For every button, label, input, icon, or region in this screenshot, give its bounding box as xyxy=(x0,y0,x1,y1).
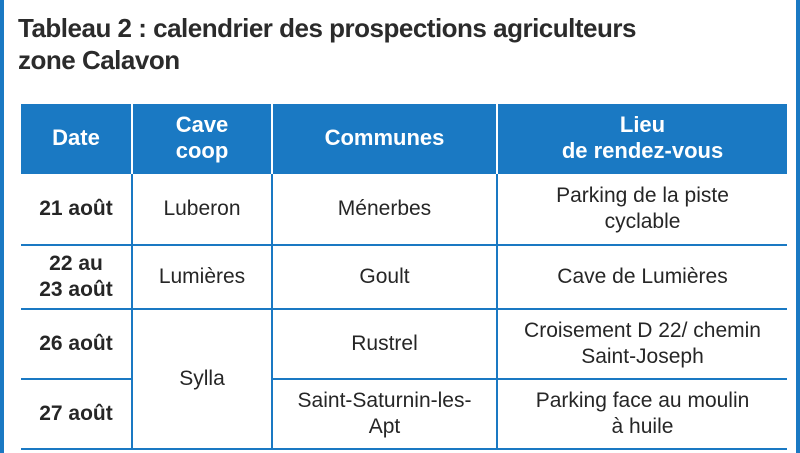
lieu-text-line-2: cyclable xyxy=(604,210,681,233)
column-header-date: Date xyxy=(21,104,133,173)
date-text: 27 août xyxy=(39,402,113,425)
column-header-cave-line-2: coop xyxy=(175,138,229,163)
column-header-cave-coop: Cave coop xyxy=(132,104,273,173)
cave-text: Lumières xyxy=(158,265,246,288)
column-header-lieu-line-2: de rendez-vous xyxy=(561,138,724,163)
date-cell: 22 au 23 août xyxy=(21,244,133,310)
table-row: 21 août Luberon Ménerbes Parking de la p… xyxy=(21,172,787,246)
commune-text-line-2: Apt xyxy=(368,415,401,438)
column-header-lieu: Lieu de rendez-vous xyxy=(497,104,787,173)
cave-cell-merged: Sylla xyxy=(131,308,273,450)
table-header-row: Date Cave coop Communes Lieu de rendez-v… xyxy=(21,104,787,173)
cave-cell: Lumières xyxy=(131,244,273,310)
schedule-table: Date Cave coop Communes Lieu de rendez-v… xyxy=(21,104,787,450)
commune-cell: Saint-Saturnin-les- Apt xyxy=(271,378,498,450)
lieu-text-line-1: Croisement D 22/ chemin xyxy=(524,319,761,342)
date-cell: 21 août xyxy=(21,172,133,246)
column-header-lieu-line-1: Lieu xyxy=(619,112,666,137)
commune-text: Goult xyxy=(359,265,410,288)
commune-text-line-1: Saint-Saturnin-les- xyxy=(297,389,472,412)
cave-cell: Luberon xyxy=(131,172,273,246)
date-text: 26 août xyxy=(39,332,113,355)
lieu-text-line-1: Parking face au moulin xyxy=(535,389,750,412)
column-header-cave-line-1: Cave xyxy=(175,112,229,137)
lieu-text-line-2: Saint-Joseph xyxy=(581,345,704,368)
table-title-line-1: Tableau 2 : calendrier des prospections … xyxy=(18,13,636,43)
commune-cell: Goult xyxy=(271,244,498,310)
date-cell: 26 août xyxy=(21,308,133,380)
table-row: 27 août Saint-Saturnin-les- Apt Parking … xyxy=(21,378,787,450)
column-header-communes-label: Communes xyxy=(324,125,445,150)
lieu-cell: Parking face au moulin à huile xyxy=(496,378,787,450)
table-title-line-2: zone Calavon xyxy=(18,45,180,75)
table-row: 22 au 23 août Lumières Goult Cave de Lum… xyxy=(21,244,787,310)
table-row: 26 août Sylla Rustrel Croisement D 22/ c… xyxy=(21,308,787,450)
commune-text: Ménerbes xyxy=(337,197,432,220)
commune-cell: Ménerbes xyxy=(271,172,498,246)
date-text-line-2: 23 août xyxy=(39,278,113,301)
lieu-text-line-1: Parking de la piste xyxy=(556,184,729,207)
date-text: 21 août xyxy=(39,197,113,220)
commune-text: Rustrel xyxy=(351,332,418,355)
cave-text: Sylla xyxy=(179,367,225,390)
lieu-cell: Parking de la piste cyclable xyxy=(496,172,787,246)
table-title: Tableau 2 : calendrier des prospections … xyxy=(18,12,758,76)
column-header-date-label: Date xyxy=(52,125,100,150)
date-text-line-1: 22 au xyxy=(49,252,103,275)
lieu-text: Cave de Lumières xyxy=(557,265,728,288)
commune-cell: Rustrel xyxy=(271,308,498,380)
lieu-cell: Cave de Lumières xyxy=(496,244,787,310)
date-cell: 27 août xyxy=(21,378,133,450)
column-header-communes: Communes xyxy=(272,104,498,173)
lieu-text-line-2: à huile xyxy=(611,415,674,438)
lieu-cell: Croisement D 22/ chemin Saint-Joseph xyxy=(496,308,787,380)
cave-text: Luberon xyxy=(163,197,241,220)
